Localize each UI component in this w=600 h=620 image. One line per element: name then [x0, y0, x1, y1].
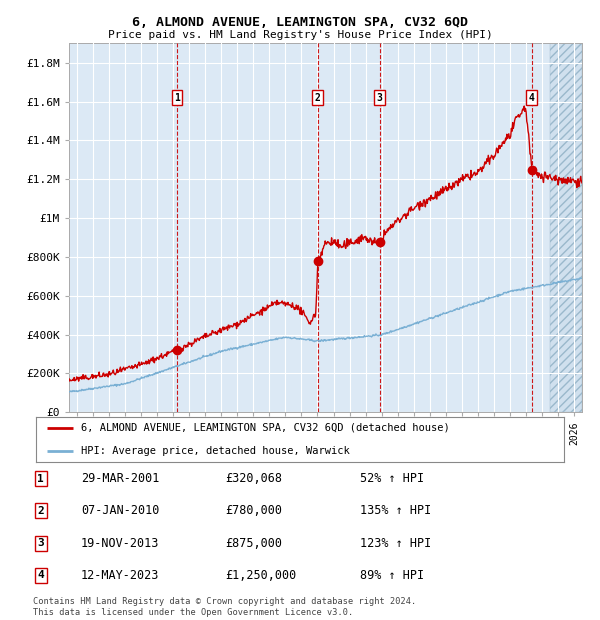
Text: 3: 3 — [37, 538, 44, 548]
Text: 3: 3 — [377, 93, 383, 103]
Text: £780,000: £780,000 — [225, 505, 282, 517]
Text: Price paid vs. HM Land Registry's House Price Index (HPI): Price paid vs. HM Land Registry's House … — [107, 30, 493, 40]
Text: 1: 1 — [174, 93, 180, 103]
Text: 123% ↑ HPI: 123% ↑ HPI — [360, 537, 431, 549]
Text: 1: 1 — [37, 474, 44, 484]
Text: 2: 2 — [315, 93, 321, 103]
Text: 07-JAN-2010: 07-JAN-2010 — [81, 505, 160, 517]
Text: 29-MAR-2001: 29-MAR-2001 — [81, 472, 160, 485]
Text: £320,068: £320,068 — [225, 472, 282, 485]
Bar — [550, 43, 582, 412]
Text: 2: 2 — [37, 506, 44, 516]
Text: 6, ALMOND AVENUE, LEAMINGTON SPA, CV32 6QD (detached house): 6, ALMOND AVENUE, LEAMINGTON SPA, CV32 6… — [81, 423, 449, 433]
Text: £875,000: £875,000 — [225, 537, 282, 549]
Text: HPI: Average price, detached house, Warwick: HPI: Average price, detached house, Warw… — [81, 446, 350, 456]
Text: Contains HM Land Registry data © Crown copyright and database right 2024.
This d: Contains HM Land Registry data © Crown c… — [33, 598, 416, 617]
Text: 4: 4 — [529, 93, 535, 103]
Bar — [550, 43, 582, 412]
Text: 135% ↑ HPI: 135% ↑ HPI — [360, 505, 431, 517]
Text: 52% ↑ HPI: 52% ↑ HPI — [360, 472, 424, 485]
Text: £1,250,000: £1,250,000 — [225, 569, 296, 582]
Text: 6, ALMOND AVENUE, LEAMINGTON SPA, CV32 6QD: 6, ALMOND AVENUE, LEAMINGTON SPA, CV32 6… — [132, 16, 468, 29]
Text: 12-MAY-2023: 12-MAY-2023 — [81, 569, 160, 582]
Text: 89% ↑ HPI: 89% ↑ HPI — [360, 569, 424, 582]
Text: 19-NOV-2013: 19-NOV-2013 — [81, 537, 160, 549]
Text: 4: 4 — [37, 570, 44, 580]
